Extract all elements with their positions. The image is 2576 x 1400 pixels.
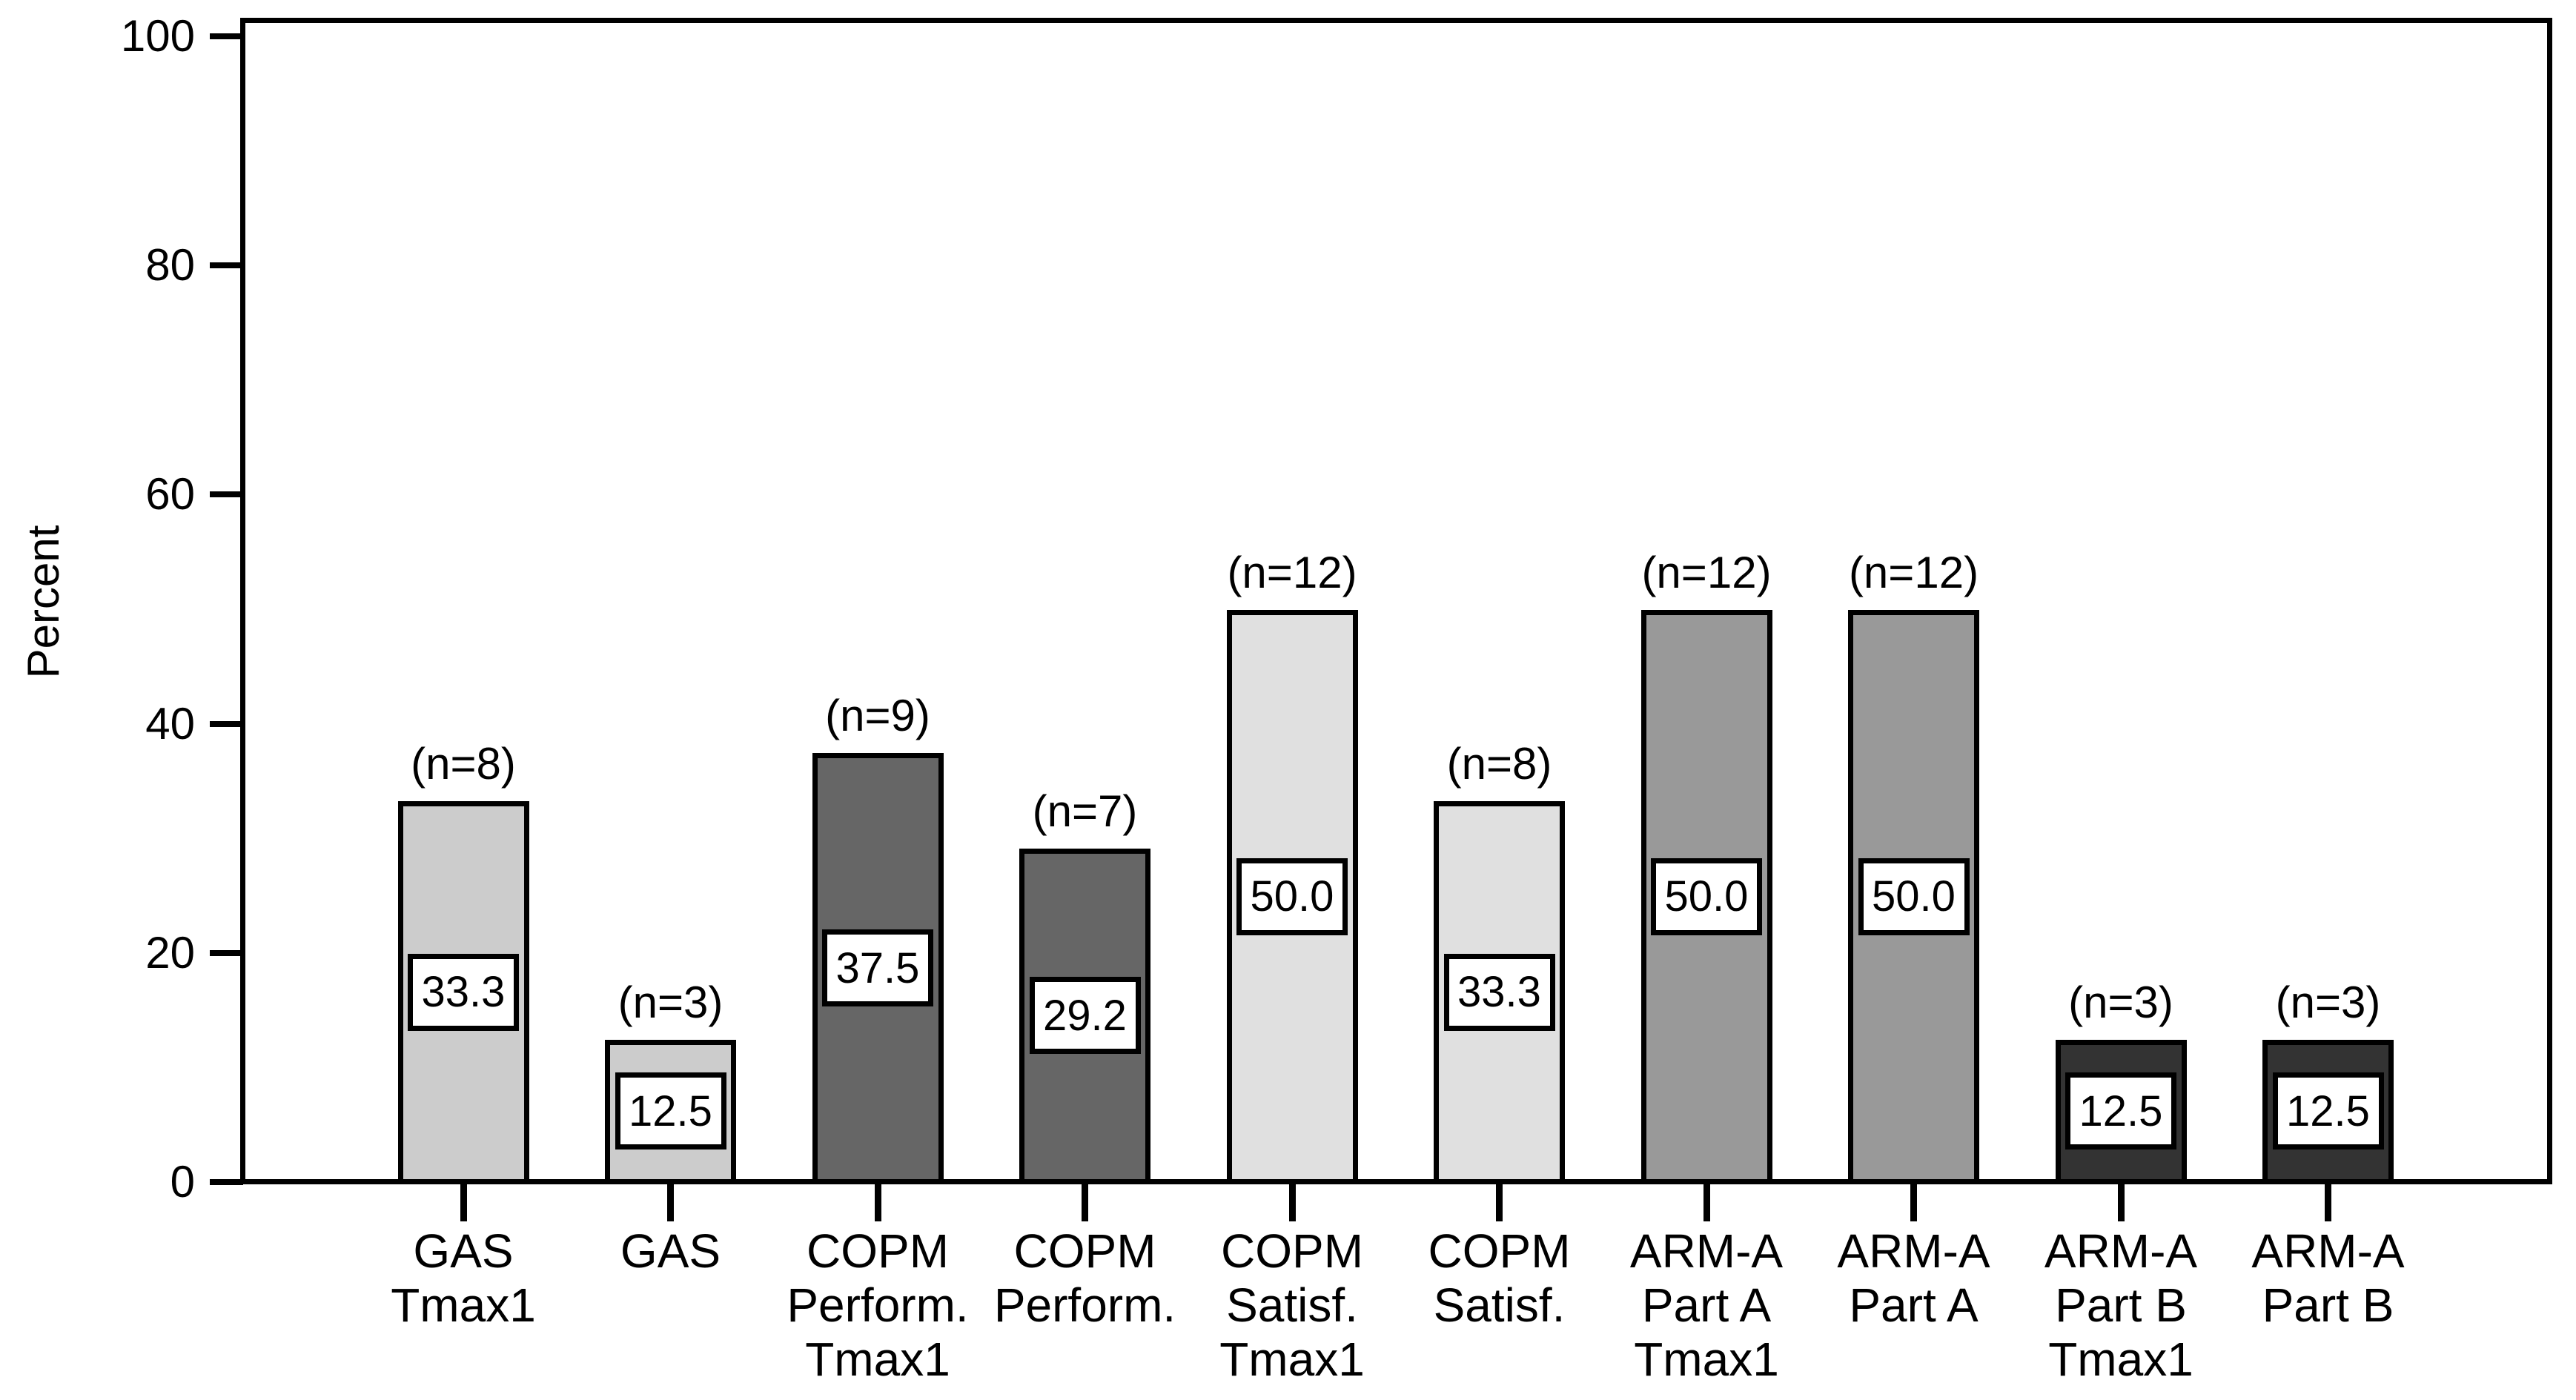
x-tick-label-line: COPM [807, 1224, 949, 1278]
y-tick-label: 80 [145, 240, 195, 291]
x-tick [667, 1184, 674, 1221]
x-tick [1910, 1184, 1917, 1221]
x-tick [1288, 1184, 1296, 1221]
bar-n-label: (n=12) [1641, 548, 1772, 597]
y-tick [210, 491, 243, 498]
bar-n-label: (n=8) [411, 739, 516, 789]
x-tick-label: COPM Perform. Tmax1 [722, 1224, 1033, 1387]
y-tick [210, 1179, 243, 1185]
x-tick-label: GAS Tmax1 [308, 1224, 619, 1333]
bar-n-label: (n=3) [2068, 977, 2173, 1027]
x-tick-label-line: ARM-A [1629, 1224, 1784, 1278]
plot-frame [240, 18, 2552, 1184]
bar-n-label: (n=9) [825, 691, 930, 741]
bar-value-label: 12.5 [2065, 1072, 2176, 1150]
bar-value-label: 50.0 [1858, 857, 1970, 935]
x-tick-label-line: Part B [2262, 1278, 2394, 1332]
x-tick-label-line: COPM [1428, 1224, 1571, 1278]
x-tick [2117, 1184, 2125, 1221]
y-tick [210, 33, 243, 39]
x-tick-label-line: Tmax1 [1634, 1333, 1779, 1386]
y-tick-label: 40 [145, 698, 195, 749]
x-tick-label-line: Tmax1 [805, 1333, 950, 1386]
x-tick-label-line: Tmax1 [1219, 1333, 1365, 1386]
x-tick-label: COPM Perform. [930, 1224, 1241, 1333]
x-tick-label-line: GAS [620, 1224, 721, 1278]
x-tick-label: ARM-A Part B [2173, 1224, 2484, 1333]
x-tick-label-line: Tmax1 [391, 1278, 536, 1332]
x-tick [1703, 1184, 1710, 1221]
x-tick [1496, 1184, 1503, 1221]
x-tick-label: ARM-A Part A [1758, 1224, 2070, 1333]
x-tick [460, 1184, 467, 1221]
y-tick-label: 20 [145, 927, 195, 978]
bar-n-label: (n=3) [2275, 977, 2381, 1027]
bar-value-label: 50.0 [1236, 857, 1348, 935]
x-tick-label-line: COPM [1013, 1224, 1156, 1278]
x-tick-label-line: GAS [413, 1224, 514, 1278]
bar-value-label: 50.0 [1651, 857, 1762, 935]
x-tick-label-line: Tmax1 [2048, 1333, 2193, 1386]
y-tick-label: 100 [120, 11, 195, 61]
x-tick-label-line: ARM-A [2251, 1224, 2405, 1278]
x-tick-label-line: Perform. [787, 1278, 969, 1332]
y-tick [210, 262, 243, 269]
bar-n-label: (n=7) [1032, 786, 1138, 836]
x-tick [1082, 1184, 1088, 1221]
x-tick-label: ARM-A Part A Tmax1 [1551, 1224, 1862, 1387]
bar-value-label: 33.3 [1443, 953, 1555, 1031]
x-tick-label-line: ARM-A [1837, 1224, 1990, 1278]
x-tick-label: ARM-A Part B Tmax1 [1965, 1224, 2277, 1387]
x-tick-label: COPM Satisf. Tmax1 [1136, 1224, 1448, 1387]
bar-value-label: 29.2 [1029, 977, 1141, 1055]
x-tick-label-line: Part A [1849, 1278, 1979, 1332]
x-tick-label-line: Part B [2055, 1278, 2187, 1332]
x-tick-label-line: Part A [1641, 1278, 1772, 1332]
bar-n-label: (n=8) [1446, 739, 1552, 789]
bar-value-label: 33.3 [408, 953, 519, 1031]
y-tick-label: 0 [170, 1157, 195, 1207]
x-tick-label-line: Satisf. [1226, 1278, 1358, 1332]
y-axis-title: Percent [18, 525, 68, 679]
x-tick-label: COPM Satisf. [1344, 1224, 1655, 1333]
y-tick [210, 720, 243, 727]
x-tick [874, 1184, 881, 1221]
bar-value-label: 37.5 [822, 929, 933, 1007]
bar-n-label: (n=12) [1848, 548, 1979, 597]
x-tick [2325, 1184, 2331, 1221]
x-tick-label-line: Perform. [993, 1278, 1176, 1332]
y-tick [210, 949, 243, 956]
bar-n-label: (n=12) [1227, 548, 1357, 597]
y-tick-label: 60 [145, 469, 195, 520]
x-tick-label-line: ARM-A [2044, 1224, 2198, 1278]
x-tick-label-line: Satisf. [1433, 1278, 1566, 1332]
x-tick-label-line: COPM [1221, 1224, 1363, 1278]
x-tick-label: GAS [515, 1224, 827, 1278]
bar-value-label: 12.5 [615, 1072, 726, 1150]
bar-n-label: (n=3) [617, 977, 724, 1027]
bar-value-label: 12.5 [2272, 1072, 2384, 1150]
